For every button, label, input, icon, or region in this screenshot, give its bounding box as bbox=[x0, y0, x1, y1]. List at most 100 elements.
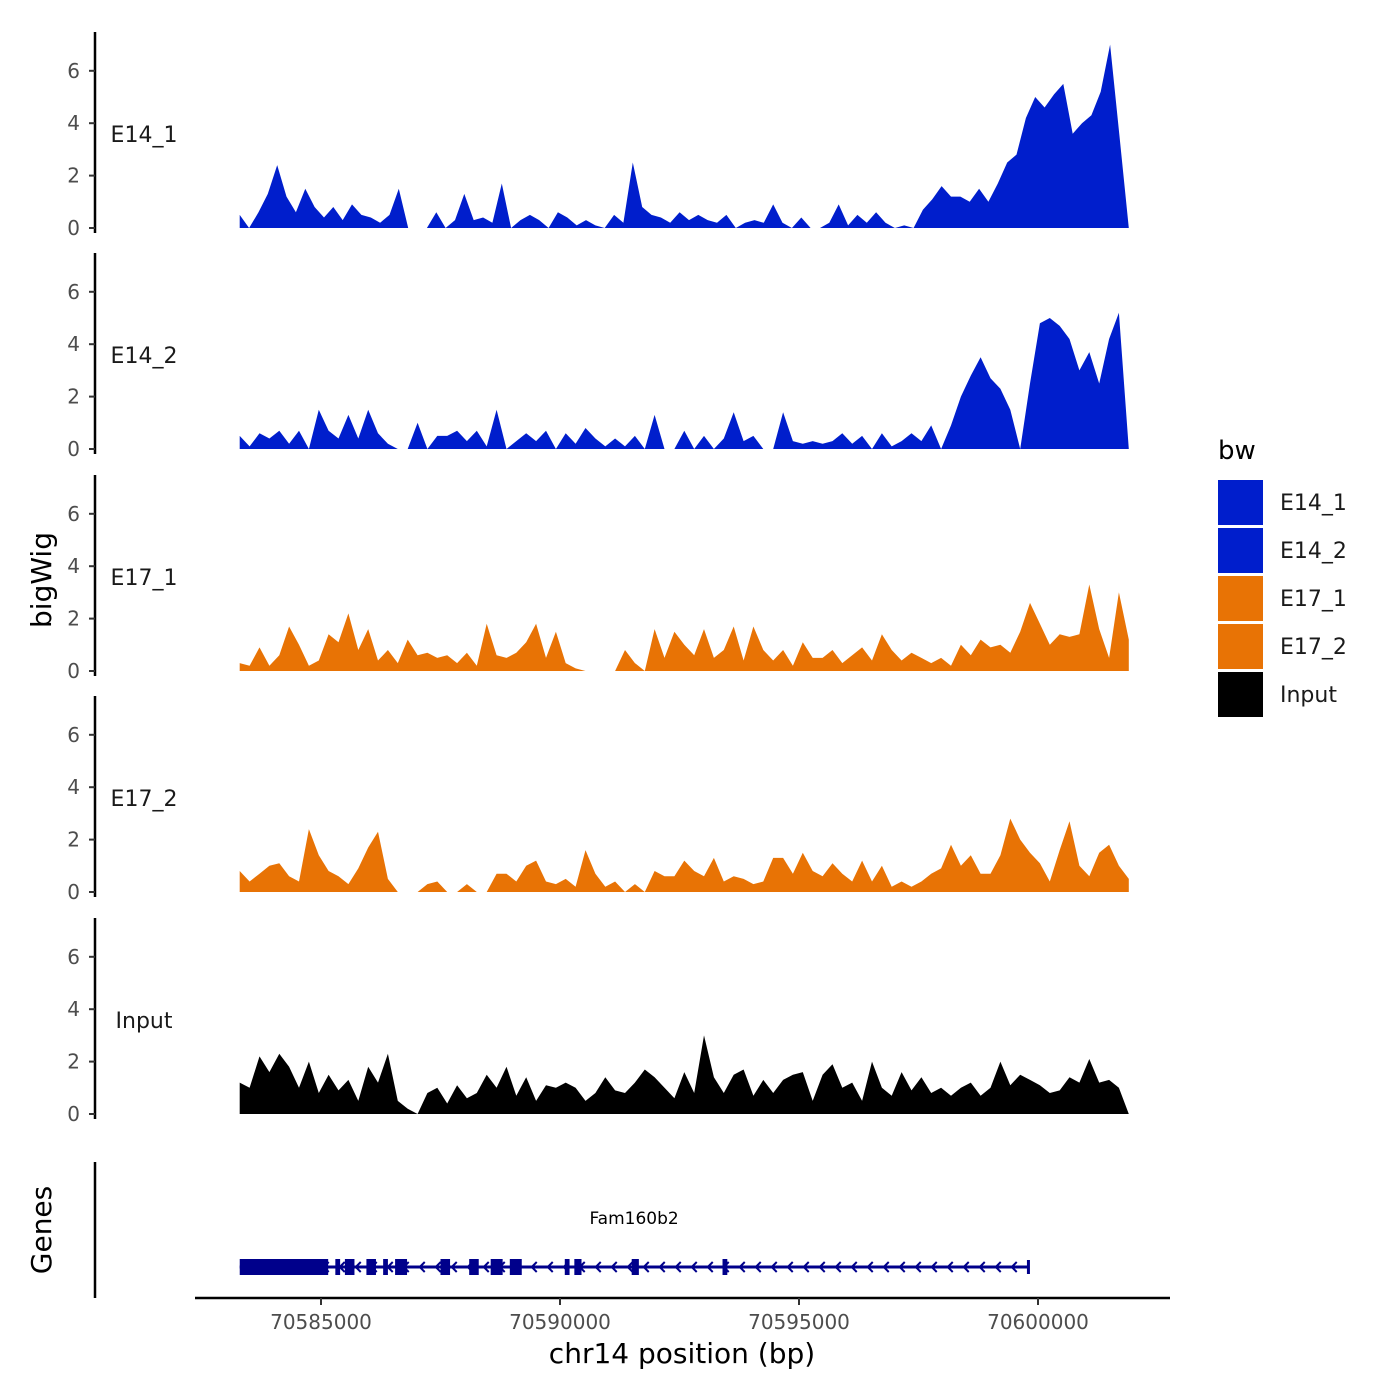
genes-axis-title: Genes bbox=[25, 1186, 58, 1274]
y-tick-label: 6 bbox=[67, 59, 80, 83]
x-tick-label: 70585000 bbox=[270, 1310, 372, 1334]
x-tick-label: 70595000 bbox=[748, 1310, 850, 1334]
track-Input: 0 2 4 6 Input bbox=[67, 918, 1129, 1126]
strand-arrow bbox=[898, 1261, 906, 1273]
coverage-area-E14_2 bbox=[239, 312, 1129, 449]
strand-arrow bbox=[706, 1261, 714, 1273]
strand-arrow bbox=[866, 1261, 874, 1273]
y-tick-label: 2 bbox=[67, 607, 80, 631]
y-axis-title: bigWig bbox=[25, 532, 58, 628]
gene-exon bbox=[335, 1259, 341, 1275]
y-tick-label: 2 bbox=[67, 385, 80, 409]
legend-key-E17_2 bbox=[1218, 624, 1263, 669]
strand-arrow bbox=[354, 1261, 362, 1273]
strand-arrow bbox=[1010, 1261, 1018, 1273]
legend-label: E17_1 bbox=[1280, 587, 1347, 612]
gene-label: Fam160b2 bbox=[589, 1209, 678, 1229]
strand-arrow bbox=[690, 1261, 698, 1273]
legend-key-E14_2 bbox=[1218, 528, 1263, 573]
strand-arrow bbox=[882, 1261, 890, 1273]
gene-track: Fam160b2 bbox=[239, 1209, 1030, 1275]
gene-exon bbox=[239, 1259, 329, 1275]
strand-arrow bbox=[930, 1261, 938, 1273]
y-tick-label: 6 bbox=[67, 723, 80, 747]
track-E17_2: 0 2 4 6 E17_2 bbox=[67, 696, 1129, 904]
gene-exon bbox=[383, 1259, 388, 1275]
y-tick-label: 2 bbox=[67, 164, 80, 188]
strand-arrow bbox=[418, 1261, 426, 1273]
strand-arrow bbox=[754, 1261, 762, 1273]
gene-exon bbox=[564, 1259, 570, 1275]
coverage-area-E14_1 bbox=[239, 44, 1129, 228]
gene-exon bbox=[490, 1259, 503, 1275]
track-E17_1: 0 2 4 6 E17_1 bbox=[67, 475, 1129, 683]
strand-arrow bbox=[802, 1261, 810, 1273]
track-label: E17_2 bbox=[111, 787, 178, 812]
track-E14_1: 0 2 4 6 E14_1 bbox=[67, 32, 1129, 240]
gene-exon bbox=[574, 1259, 582, 1275]
strand-arrow bbox=[786, 1261, 794, 1273]
strand-arrow bbox=[914, 1261, 922, 1273]
tracks-group: 0 2 4 6 E14_1 0 2 4 6 E14_2 0 2 4 6 E17_1 0 2 4 6 E17_2 0 2 4 6… bbox=[67, 32, 1129, 1126]
strand-arrow bbox=[482, 1261, 490, 1273]
strand-arrow bbox=[738, 1261, 746, 1273]
strand-arrow bbox=[674, 1261, 682, 1273]
gene-exon bbox=[366, 1259, 376, 1275]
x-tick-label: 70590000 bbox=[509, 1310, 611, 1334]
y-tick-label: 2 bbox=[67, 828, 80, 852]
gene-exon bbox=[722, 1259, 728, 1275]
y-tick-label: 4 bbox=[67, 332, 80, 356]
strand-arrow bbox=[530, 1261, 538, 1273]
y-tick-label: 4 bbox=[67, 997, 80, 1021]
y-tick-label: 6 bbox=[67, 502, 80, 526]
legend-title: bw bbox=[1218, 436, 1256, 466]
legend: bw E14_1 E14_2 E17_1 E17_2 Input bbox=[1218, 436, 1347, 717]
strand-arrow bbox=[946, 1261, 954, 1273]
strand-arrow bbox=[818, 1261, 826, 1273]
legend-label: E17_2 bbox=[1280, 635, 1347, 660]
strand-arrow bbox=[450, 1261, 458, 1273]
y-tick-label: 4 bbox=[67, 111, 80, 135]
gene-exon bbox=[395, 1259, 408, 1275]
y-tick-label: 6 bbox=[67, 280, 80, 304]
coverage-area-E17_1 bbox=[239, 584, 1129, 671]
legend-key-E14_1 bbox=[1218, 480, 1263, 525]
y-tick-label: 0 bbox=[67, 880, 80, 904]
y-tick-label: 0 bbox=[67, 216, 80, 240]
gene-exon bbox=[440, 1259, 451, 1275]
strand-arrow bbox=[962, 1261, 970, 1273]
coverage-area-Input bbox=[239, 1035, 1129, 1114]
track-label: E17_1 bbox=[111, 566, 178, 591]
strand-arrow bbox=[626, 1261, 634, 1273]
coverage-area-E17_2 bbox=[239, 818, 1129, 892]
legend-key-Input bbox=[1218, 672, 1263, 717]
strand-arrow bbox=[594, 1261, 602, 1273]
gene-exon bbox=[344, 1259, 355, 1275]
y-tick-label: 2 bbox=[67, 1050, 80, 1074]
strand-arrow bbox=[642, 1261, 650, 1273]
x-tick-label: 70600000 bbox=[987, 1310, 1089, 1334]
y-tick-label: 0 bbox=[67, 659, 80, 683]
strand-arrow bbox=[658, 1261, 666, 1273]
track-label: Input bbox=[116, 1009, 173, 1034]
gene-exon bbox=[631, 1259, 639, 1275]
track-label: E14_2 bbox=[111, 344, 178, 369]
strand-arrow bbox=[834, 1261, 842, 1273]
legend-key-E17_1 bbox=[1218, 576, 1263, 621]
legend-label: E14_1 bbox=[1280, 491, 1347, 516]
x-axis-title: chr14 position (bp) bbox=[549, 1337, 815, 1370]
strand-arrow bbox=[546, 1261, 554, 1273]
strand-arrow bbox=[610, 1261, 618, 1273]
gene-exon bbox=[469, 1259, 479, 1275]
strand-arrow bbox=[994, 1261, 1002, 1273]
strand-arrow bbox=[850, 1261, 858, 1273]
strand-arrow bbox=[978, 1261, 986, 1273]
legend-label: E14_2 bbox=[1280, 539, 1347, 564]
y-tick-label: 0 bbox=[67, 1102, 80, 1126]
track-label: E14_1 bbox=[111, 123, 178, 148]
y-tick-label: 0 bbox=[67, 437, 80, 461]
strand-arrow bbox=[434, 1261, 442, 1273]
legend-label: Input bbox=[1280, 683, 1337, 708]
track-E14_2: 0 2 4 6 E14_2 bbox=[67, 253, 1129, 461]
